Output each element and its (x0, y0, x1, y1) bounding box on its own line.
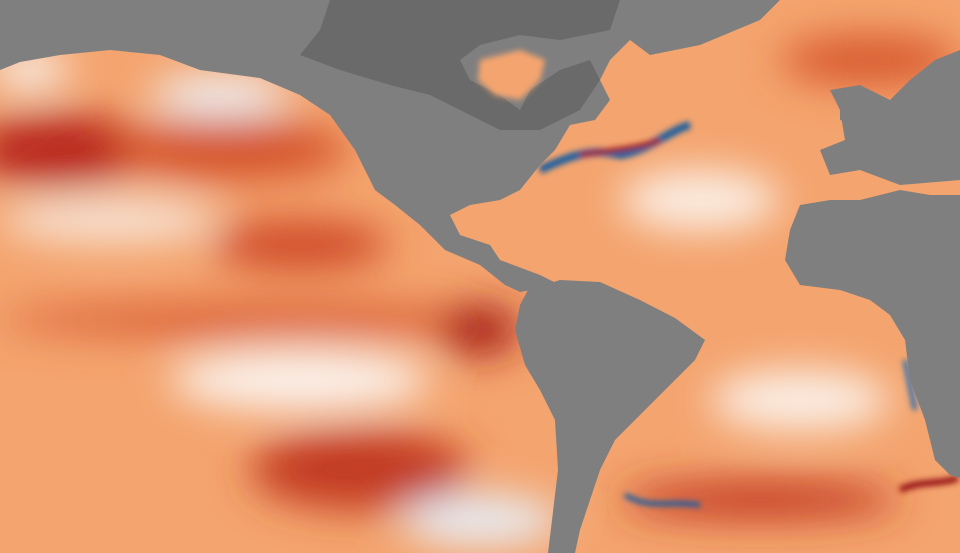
africa (785, 190, 960, 478)
canada (300, 0, 620, 130)
anomaly-patches (0, 35, 960, 545)
hudson-bay (478, 50, 545, 100)
gulf-stream (538, 121, 960, 508)
south-america (515, 280, 705, 553)
iberia (840, 95, 885, 125)
europe (820, 50, 960, 185)
north-america (0, 0, 960, 292)
canada-islands (300, 0, 620, 130)
